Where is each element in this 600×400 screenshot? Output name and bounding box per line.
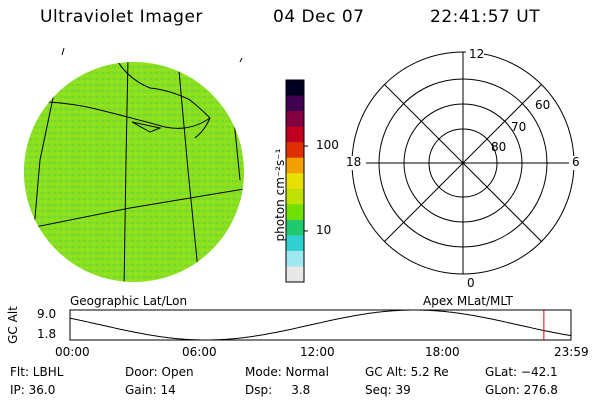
colorbar-stripe	[286, 95, 304, 112]
colorbar-stripe	[286, 204, 304, 221]
altitude-xtick-2: 12:00	[300, 345, 335, 359]
altitude-xtick-0: 00:00	[55, 345, 90, 359]
colorbar-stripe	[286, 142, 304, 159]
polar-label-lat-80: 80	[491, 140, 507, 154]
altitude-plot	[69, 309, 572, 341]
colorbar-stripe	[286, 80, 304, 97]
polar-label-mlt-6: 6	[572, 155, 580, 169]
colorbar-stripe	[286, 157, 304, 174]
date-label: 04 Dec 07	[273, 7, 365, 27]
altitude-xtick-1: 06:00	[182, 345, 217, 359]
altitude-ymax-label: 9.0	[37, 307, 57, 321]
colorbar-frame	[285, 79, 305, 283]
uvi-disc-image	[24, 47, 244, 282]
polar-diagonal	[384, 84, 542, 242]
colorbar-stripe	[286, 235, 304, 252]
info-gc-alt: GC Alt: 5.2 Re	[365, 365, 449, 379]
altitude-curve	[69, 309, 572, 341]
time-label: 22:41:57 UT	[430, 7, 541, 27]
colorbar-tick-label: 100	[316, 138, 339, 153]
disc-texture	[24, 62, 244, 282]
altitude-frame	[69, 309, 572, 341]
polar-label-lat-60: 60	[535, 98, 551, 112]
altitude-ymin-label: 1.8	[37, 327, 57, 341]
colorbar-unit-label: photon cm⁻²s⁻¹	[273, 148, 287, 242]
apex-label: Apex MLat/MLT	[423, 294, 513, 308]
altitude-xtick-4: 23:59	[554, 345, 589, 359]
altitude-ylabel: GC Alt	[5, 306, 20, 344]
altitude-xtick-3: 18:00	[425, 345, 460, 359]
instrument-title: Ultraviolet Imager	[40, 7, 203, 27]
polar-label-mlt-18: 18	[346, 155, 362, 169]
colorbar-stripe	[286, 250, 304, 267]
meridian-ext	[239, 57, 243, 63]
polar-plot	[344, 48, 583, 290]
polar-label-mlt-0: 0	[467, 276, 475, 290]
colorbar-stripe	[286, 173, 304, 190]
info-ip: IP: 36.0	[10, 383, 56, 397]
color-bar	[285, 79, 308, 283]
colorbar-stripe	[286, 266, 304, 283]
info-mode: Mode: Normal	[245, 365, 329, 379]
info-gain: Gain: 14	[125, 383, 176, 397]
info-seq: Seq: 39	[365, 383, 411, 397]
polar-label-mlt-12: 12	[469, 47, 485, 61]
info-flt: Flt: LBHL	[10, 365, 64, 379]
colorbar-stripe	[286, 126, 304, 143]
meridian-ext	[61, 47, 65, 56]
colorbar-stripe	[286, 188, 304, 205]
info-glat: GLat: −42.1	[485, 365, 558, 379]
colorbar-stripe	[286, 219, 304, 236]
geographic-label: Geographic Lat/Lon	[70, 294, 188, 308]
info-door: Door: Open	[125, 365, 194, 379]
info-dsp: Dsp: 3.8	[245, 383, 311, 397]
info-glon: GLon: 276.8	[485, 383, 558, 397]
colorbar-tick-label: 10	[316, 222, 332, 237]
colorbar-stripe	[286, 111, 304, 128]
polar-label-lat-70: 70	[511, 120, 527, 134]
